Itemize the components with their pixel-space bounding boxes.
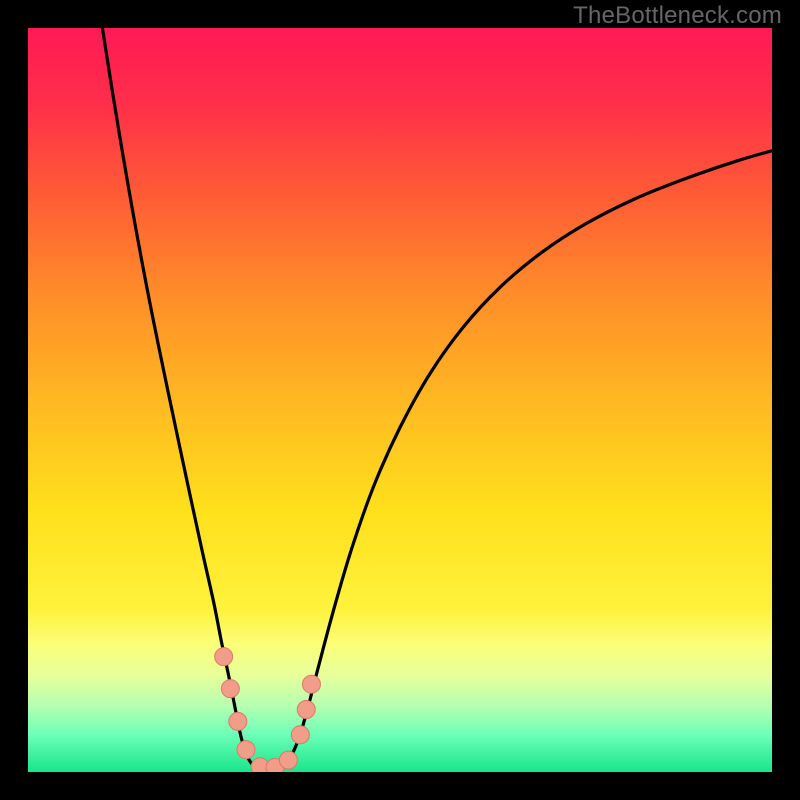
data-marker bbox=[291, 726, 309, 744]
bottleneck-curve bbox=[102, 28, 772, 770]
data-marker bbox=[302, 675, 320, 693]
chart-svg bbox=[28, 28, 772, 772]
plot-area bbox=[28, 28, 772, 772]
watermark-text: TheBottleneck.com bbox=[573, 2, 782, 30]
data-marker bbox=[215, 648, 233, 666]
data-marker bbox=[221, 680, 239, 698]
data-marker bbox=[297, 701, 315, 719]
data-marker bbox=[279, 751, 297, 769]
data-marker bbox=[237, 741, 255, 759]
data-marker bbox=[229, 712, 247, 730]
